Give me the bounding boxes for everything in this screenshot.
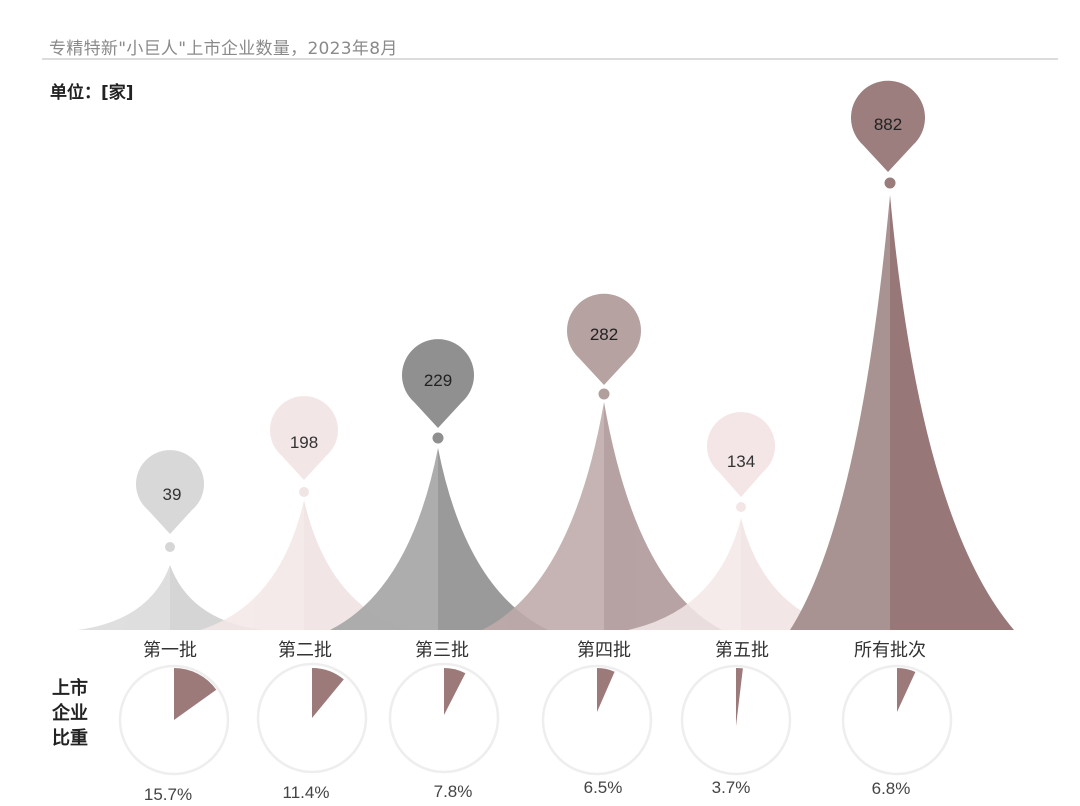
pct-label: 6.8% (872, 779, 911, 798)
pct-label: 7.8% (434, 782, 473, 801)
teardrop-all-batches: 882 (851, 80, 926, 172)
pct-label: 6.5% (584, 778, 623, 797)
teardrop-batch-3: 229 (401, 339, 474, 428)
pct-label: 15.7% (144, 785, 192, 804)
svg-text:282: 282 (590, 325, 618, 344)
title-divider (42, 58, 1058, 60)
dot-batch-5 (736, 502, 746, 512)
svg-text:882: 882 (874, 115, 902, 134)
peak-batch-3 (330, 448, 548, 630)
category-label: 第二批 (278, 640, 332, 661)
svg-text:134: 134 (727, 452, 755, 471)
dot-batch-3 (432, 432, 444, 444)
chart-title: 专精特新"小巨人"上市企业数量，2023年8月 (49, 39, 398, 59)
svg-text:198: 198 (290, 433, 318, 452)
dot-all-batches (884, 177, 896, 189)
category-label: 第三批 (415, 640, 469, 661)
peak-batch-1 (78, 565, 262, 630)
teardrop-batch-1: 39 (136, 450, 204, 534)
pie-all-batches (841, 664, 953, 776)
category-label: 第四批 (577, 640, 631, 661)
pct-label: 11.4% (283, 783, 330, 802)
category-label: 所有批次 (854, 640, 926, 661)
category-label: 第一批 (143, 640, 197, 661)
teardrop-batch-4: 282 (567, 293, 641, 385)
pie-batch-2 (256, 662, 368, 774)
peak-batch-5 (628, 518, 846, 630)
pie-batch-4 (541, 664, 653, 776)
category-label: 第五批 (715, 640, 769, 661)
svg-text:229: 229 (424, 371, 452, 390)
unit-label: 单位：[家] (50, 83, 134, 103)
svg-text:39: 39 (163, 485, 182, 504)
peak-batch-4 (482, 402, 722, 630)
pie-row-label: 上市企业比重 (52, 678, 88, 749)
pct-label: 3.7% (712, 778, 751, 797)
dot-batch-2 (299, 487, 309, 497)
pie-batch-5 (680, 664, 792, 776)
teardrop-batch-2: 198 (269, 396, 338, 480)
teardrop-batch-5: 134 (707, 412, 775, 497)
peak-batch-2 (200, 500, 408, 630)
peak-all-batches (790, 195, 1014, 630)
pie-batch-1 (118, 664, 230, 776)
dot-batch-4 (598, 388, 610, 400)
pie-batch-3 (388, 662, 500, 774)
dot-batch-1 (165, 542, 175, 552)
